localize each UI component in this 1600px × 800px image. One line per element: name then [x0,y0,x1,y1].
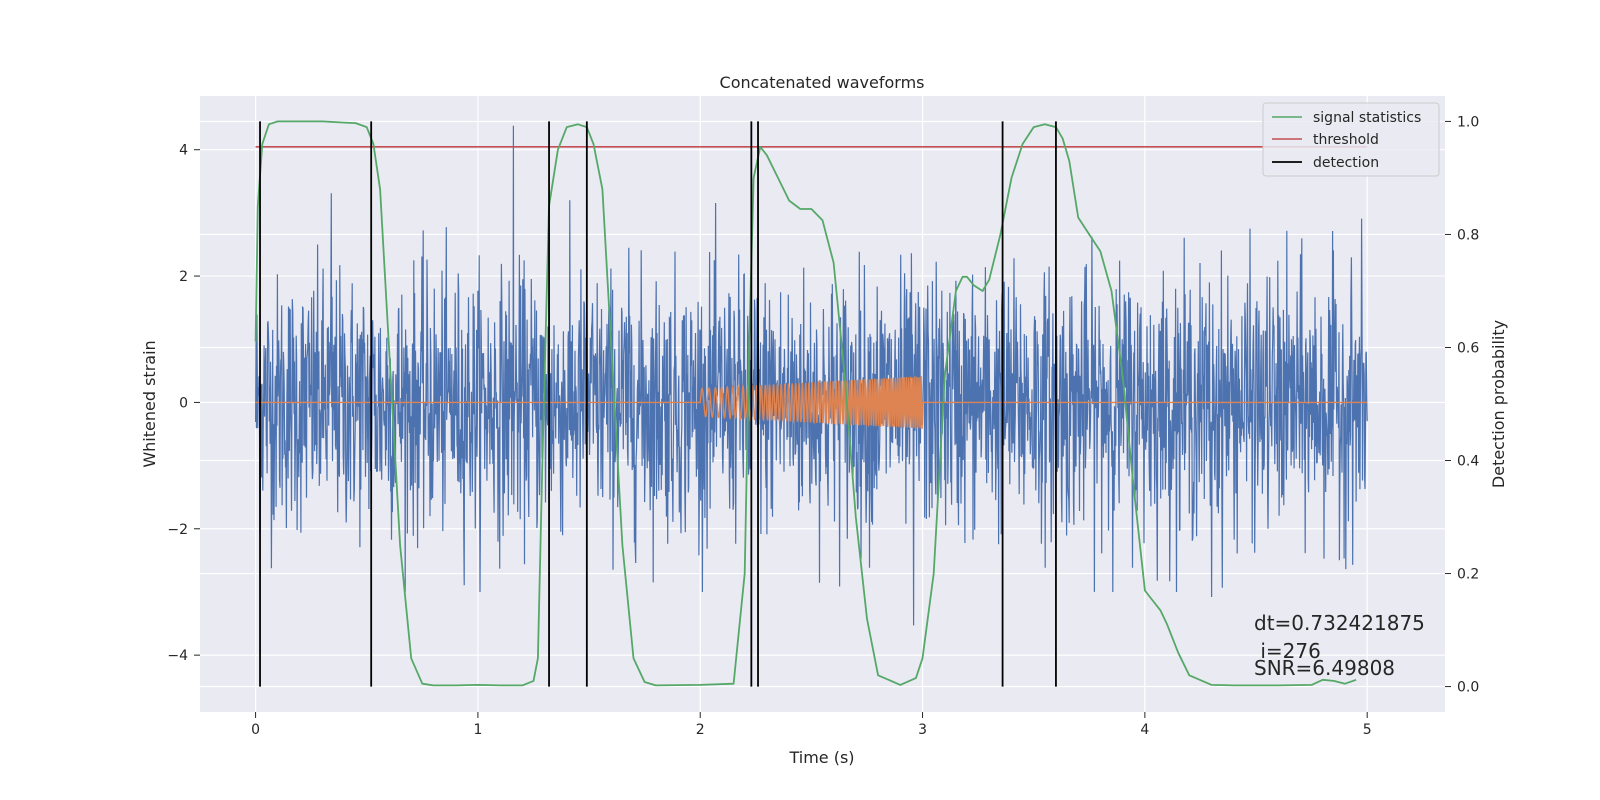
y-right-tick-label: 0.4 [1457,454,1479,470]
y-right-tick-label: 0.8 [1457,227,1479,243]
x-tick-label: 5 [1363,722,1372,738]
signal-statistics-line [254,120,1357,687]
legend: signal statistics threshold detection [1262,102,1440,177]
y-right-tick-label: 1.0 [1457,114,1479,130]
y-axis-left-label: Whitened strain [140,340,159,467]
y-left-tick-label: 2 [179,269,188,285]
y-left-tick-label: −2 [167,522,188,538]
y-right-tick-label: 0.0 [1457,680,1479,696]
data-layer [254,120,1368,687]
annotation-snr: SNR=6.49808 [1254,656,1395,680]
annotation-dt: dt=0.732421875 [1254,611,1425,635]
legend-label-threshold: threshold [1313,132,1379,148]
y-left-tick-label: 4 [179,143,188,159]
x-axis-label: Time (s) [788,748,854,767]
legend-box [1262,102,1440,177]
signal-series-line [255,376,1368,429]
annotation-index: i=276 [1254,639,1321,663]
x-tick-label: 1 [473,722,482,738]
x-tick-label: 0 [251,722,260,738]
y-right-tick-label: 0.6 [1457,340,1479,356]
y-axis-right-label: Detection probability [1489,320,1508,488]
statistic-layer [254,120,1368,687]
legend-label-detection: detection [1313,155,1379,171]
y-left-tick-label: 0 [179,395,188,411]
y-right-tick-label: 0.2 [1457,567,1479,583]
chart-title: Concatenated waveforms [720,73,925,92]
y-left-tick-label: −4 [167,648,188,664]
x-tick-label: 2 [696,722,705,738]
legend-label-signal-statistics: signal statistics [1313,110,1421,126]
axis-ticks: 0 1 2 3 4 5 −4 −2 0 2 4 0.0 0.2 0.4 0.6 0.8 1.0 [167,114,1479,738]
x-tick-label: 4 [1140,722,1149,738]
x-tick-label: 3 [918,722,927,738]
